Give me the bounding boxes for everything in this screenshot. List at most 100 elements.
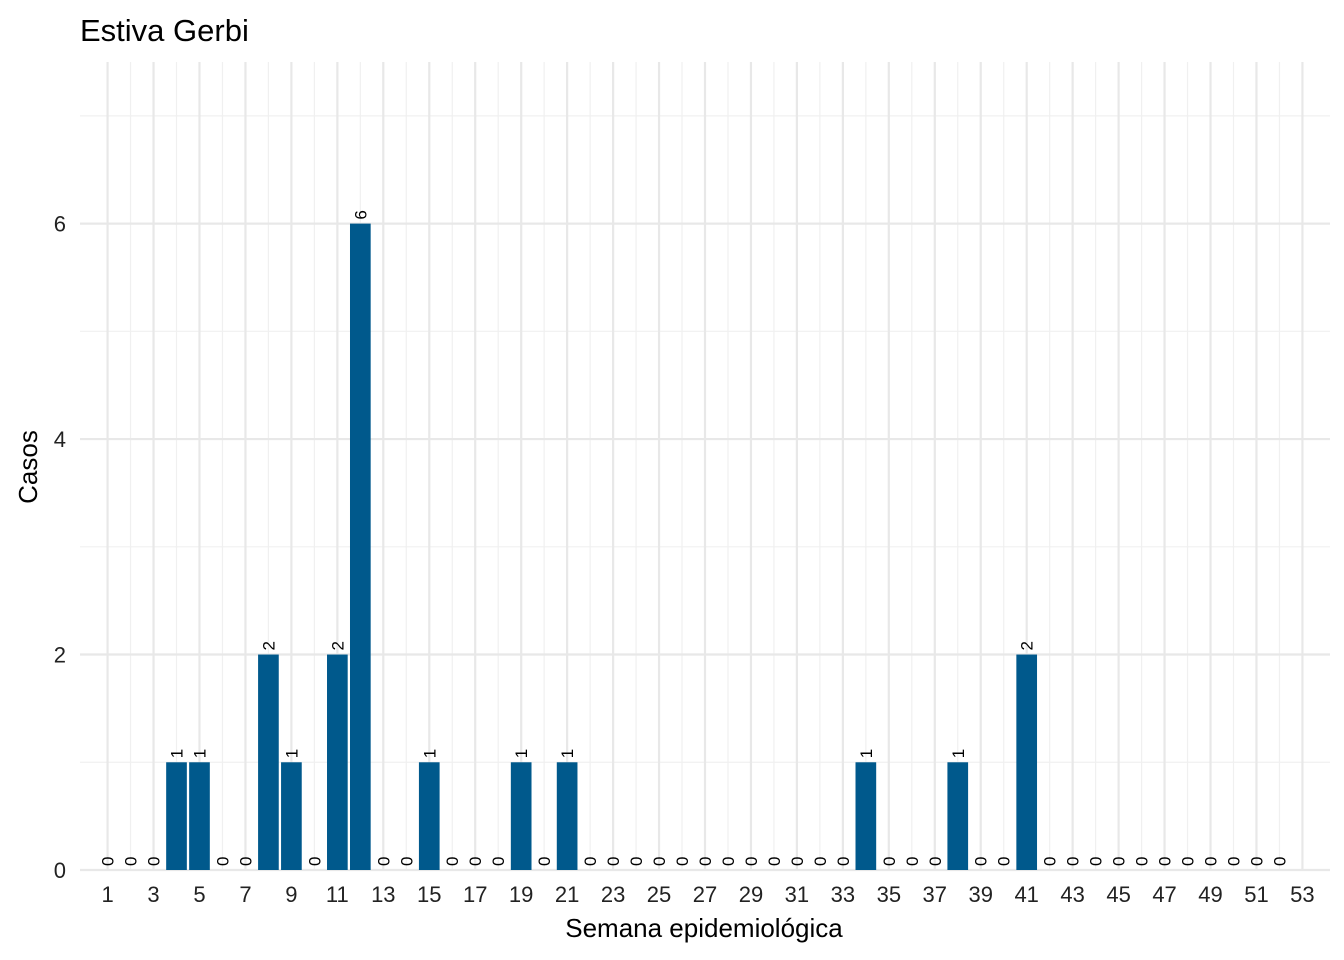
bar [281, 762, 302, 870]
x-tick-label: 39 [968, 882, 992, 907]
grid [80, 62, 1330, 872]
x-tick-label: 17 [463, 882, 487, 907]
bar-value-label: 0 [581, 857, 600, 866]
x-tick-label: 7 [239, 882, 251, 907]
x-tick-label: 35 [877, 882, 901, 907]
bar-value-label: 0 [535, 857, 554, 866]
bar [258, 654, 279, 870]
bar-value-label: 2 [1018, 641, 1037, 650]
x-axis-title: Semana epidemiológica [565, 913, 843, 943]
bar [189, 762, 210, 870]
bar-value-label: 0 [742, 857, 761, 866]
bar-value-label: 6 [351, 210, 370, 219]
bar-value-label: 0 [1270, 857, 1289, 866]
bar-value-label: 0 [1064, 857, 1083, 866]
x-tick-label: 1 [101, 882, 113, 907]
bar-value-label: 0 [1041, 857, 1060, 866]
x-tick-label: 13 [371, 882, 395, 907]
bar-value-label: 0 [122, 857, 141, 866]
x-tick-label: 45 [1106, 882, 1130, 907]
bar [418, 762, 440, 870]
bar-value-label: 1 [949, 749, 968, 758]
x-tick-label: 23 [601, 882, 625, 907]
bar-value-label: 1 [190, 749, 209, 758]
x-tick-label: 5 [193, 882, 205, 907]
x-axis-ticks: 1 3 5 7 9 11 13 15 17 19 21 23 25 27 29 31 33 35 37 39 41 43 4… [101, 882, 1314, 907]
y-axis-title: Casos [13, 430, 43, 504]
y-tick-label: 4 [54, 427, 66, 452]
bar-value-label: 0 [1202, 857, 1221, 866]
x-tick-label: 49 [1198, 882, 1222, 907]
chart-title: Estiva Gerbi [80, 13, 249, 48]
bar [1016, 654, 1038, 870]
bar-value-label: 0 [145, 857, 164, 866]
x-tick-label: 15 [417, 882, 441, 907]
bar-value-label: 0 [765, 857, 784, 866]
bar-value-label: 1 [168, 749, 187, 758]
bar-value-label: 0 [99, 857, 118, 866]
y-tick-label: 2 [54, 643, 66, 668]
x-tick-label: 53 [1290, 882, 1314, 907]
bar-value-label: 0 [627, 857, 646, 866]
bar-value-label: 0 [213, 857, 232, 866]
bar-value-label: 1 [857, 749, 876, 758]
bar-value-label: 0 [1179, 857, 1198, 866]
bar-value-label: 0 [972, 857, 991, 866]
bar-value-label: 0 [903, 857, 922, 866]
x-tick-label: 27 [693, 882, 717, 907]
x-tick-label: 9 [285, 882, 297, 907]
bar-value-label: 0 [1087, 857, 1106, 866]
bar-value-label: 0 [673, 857, 692, 866]
bar-value-label: 0 [397, 857, 416, 866]
bar-value-label: 2 [328, 641, 347, 650]
bar [166, 762, 187, 870]
bar-value-label: 0 [811, 857, 830, 866]
x-tick-label: 3 [147, 882, 159, 907]
bar [855, 762, 877, 870]
bar [327, 654, 348, 870]
bar-value-label: 1 [282, 749, 301, 758]
x-tick-label: 31 [785, 882, 809, 907]
bar-value-label: 0 [788, 857, 807, 866]
x-tick-label: 41 [1014, 882, 1038, 907]
x-tick-label: 25 [647, 882, 671, 907]
bars [166, 223, 1038, 871]
bar-value-label: 2 [259, 641, 278, 650]
bar-value-label: 0 [374, 857, 393, 866]
bar [556, 762, 578, 870]
x-tick-label: 33 [831, 882, 855, 907]
bar-value-label: 0 [1247, 857, 1266, 866]
y-tick-label: 6 [54, 212, 66, 237]
x-tick-label: 43 [1060, 882, 1084, 907]
x-tick-label: 21 [555, 882, 579, 907]
x-tick-label: 29 [739, 882, 763, 907]
y-tick-label: 0 [54, 858, 66, 883]
bar-value-label: 1 [512, 749, 531, 758]
bar-value-label: 0 [880, 857, 899, 866]
bar-value-label: 0 [1110, 857, 1129, 866]
bar [349, 223, 371, 871]
bar-value-label: 1 [558, 749, 577, 758]
bar-value-label: 0 [236, 857, 255, 866]
bar-value-label: 0 [995, 857, 1014, 866]
bar-value-label: 1 [420, 749, 439, 758]
bar [510, 762, 532, 870]
x-tick-label: 51 [1244, 882, 1268, 907]
bar-value-label: 0 [1156, 857, 1175, 866]
x-tick-label: 19 [509, 882, 533, 907]
x-tick-label: 11 [326, 882, 349, 907]
x-tick-label: 47 [1152, 882, 1176, 907]
bar-value-label: 0 [466, 857, 485, 866]
y-axis-ticks: 0 2 4 6 [54, 212, 66, 883]
bar-value-label: 0 [926, 857, 945, 866]
bar-value-label: 0 [650, 857, 669, 866]
bar-value-label: 0 [604, 857, 623, 866]
bar-value-label: 0 [489, 857, 508, 866]
bar-value-label: 0 [1224, 857, 1243, 866]
bar-value-label: 0 [305, 857, 324, 866]
bar-value-label: 0 [834, 857, 853, 866]
bar-value-label: 0 [696, 857, 715, 866]
bar [947, 762, 969, 870]
bar-value-label: 0 [443, 857, 462, 866]
